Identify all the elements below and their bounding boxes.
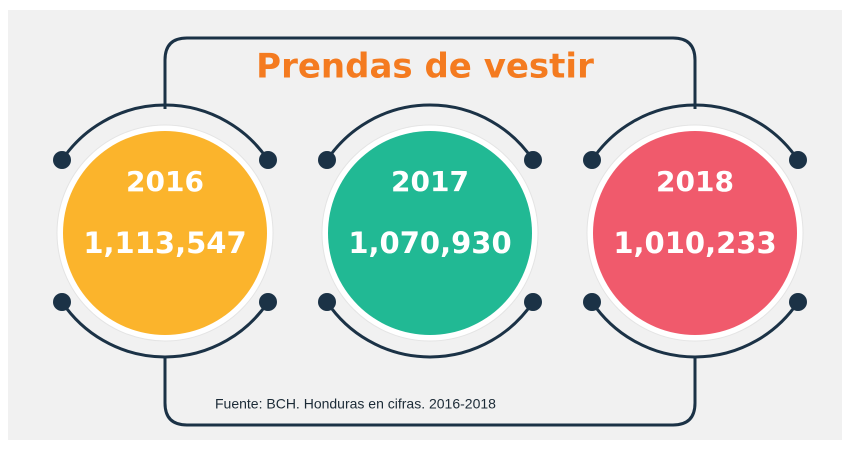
dot — [259, 293, 277, 311]
dot — [524, 293, 542, 311]
circle — [328, 131, 532, 335]
year: 2018 — [656, 165, 734, 198]
dot — [789, 151, 807, 169]
value: 1,113,547 — [83, 226, 246, 260]
arc-top — [60, 103, 270, 161]
dot — [53, 151, 71, 169]
dot — [583, 151, 601, 169]
source: Fuente: BCH. Honduras en cifras. 2016-20… — [215, 396, 496, 412]
arc-bottom — [325, 301, 535, 359]
dot — [53, 293, 71, 311]
value: 1,070,930 — [348, 226, 511, 260]
arc-bottom — [60, 301, 270, 359]
circle — [593, 131, 797, 335]
title: Prendas de vestir — [256, 47, 594, 87]
frame-top — [163, 36, 697, 109]
dot — [524, 151, 542, 169]
dot — [259, 151, 277, 169]
dot — [789, 293, 807, 311]
year: 2016 — [126, 165, 204, 198]
arc-bottom — [590, 301, 800, 359]
dot — [318, 151, 336, 169]
arc-top — [590, 103, 800, 161]
dot — [583, 293, 601, 311]
dot — [318, 293, 336, 311]
year: 2017 — [391, 165, 469, 198]
frame-bottom — [163, 357, 697, 427]
value: 1,010,233 — [613, 226, 776, 260]
arc-top — [325, 103, 535, 161]
circle — [63, 131, 267, 335]
